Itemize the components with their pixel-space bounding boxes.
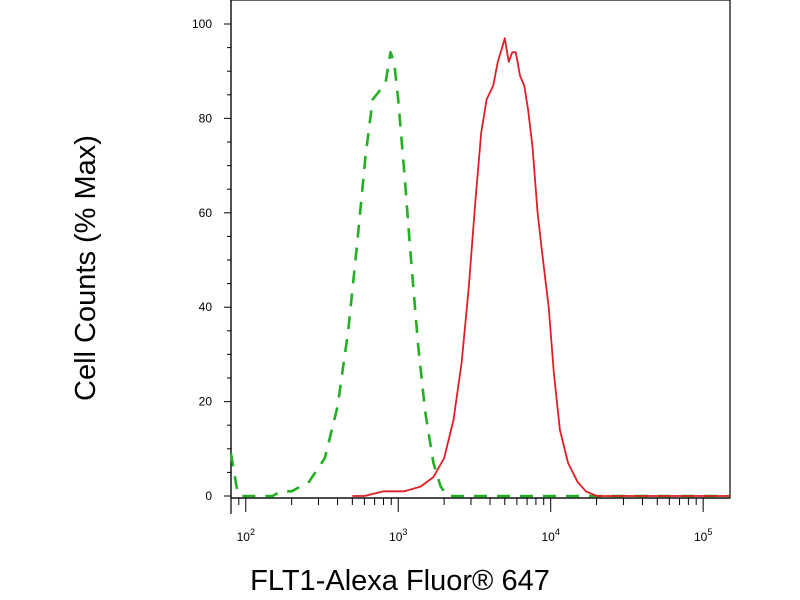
x-axis-ticks: 102 103 104 105 (230, 498, 712, 544)
y-tick-label: 40 (199, 300, 213, 314)
x-tick-base: 10 (389, 530, 403, 544)
x-tick-exp: 5 (707, 527, 712, 537)
plot-area (229, 0, 731, 514)
x-tick-exp: 2 (250, 527, 255, 537)
x-tick-base: 10 (694, 530, 708, 544)
x-tick-base: 10 (542, 530, 556, 544)
x-tick-label: 105 (694, 527, 712, 544)
y-tick-label: 80 (199, 111, 213, 125)
y-tick-label: 100 (192, 17, 212, 31)
plot-frame (230, 0, 731, 499)
x-tick-label: 104 (542, 527, 560, 544)
y-axis-title: Cell Counts (% Max) (70, 135, 102, 401)
x-tick-exp: 3 (402, 527, 407, 537)
y-tick-label: 0 (205, 489, 212, 503)
y-tick-label: 60 (199, 206, 213, 220)
y-axis-ticks: 0 20 40 60 80 100 (192, 17, 231, 503)
series-line-1 (229, 51, 730, 498)
x-axis-title: FLT1-Alexa Fluor® 647 (250, 565, 550, 597)
y-tick-label: 20 (199, 395, 213, 409)
series-layer (229, 37, 730, 498)
x-tick-exp: 4 (555, 527, 560, 537)
series-line-2 (352, 37, 730, 497)
x-tick-base: 10 (237, 530, 251, 544)
x-tick-label: 103 (389, 527, 407, 544)
x-tick-label: 102 (237, 527, 255, 544)
